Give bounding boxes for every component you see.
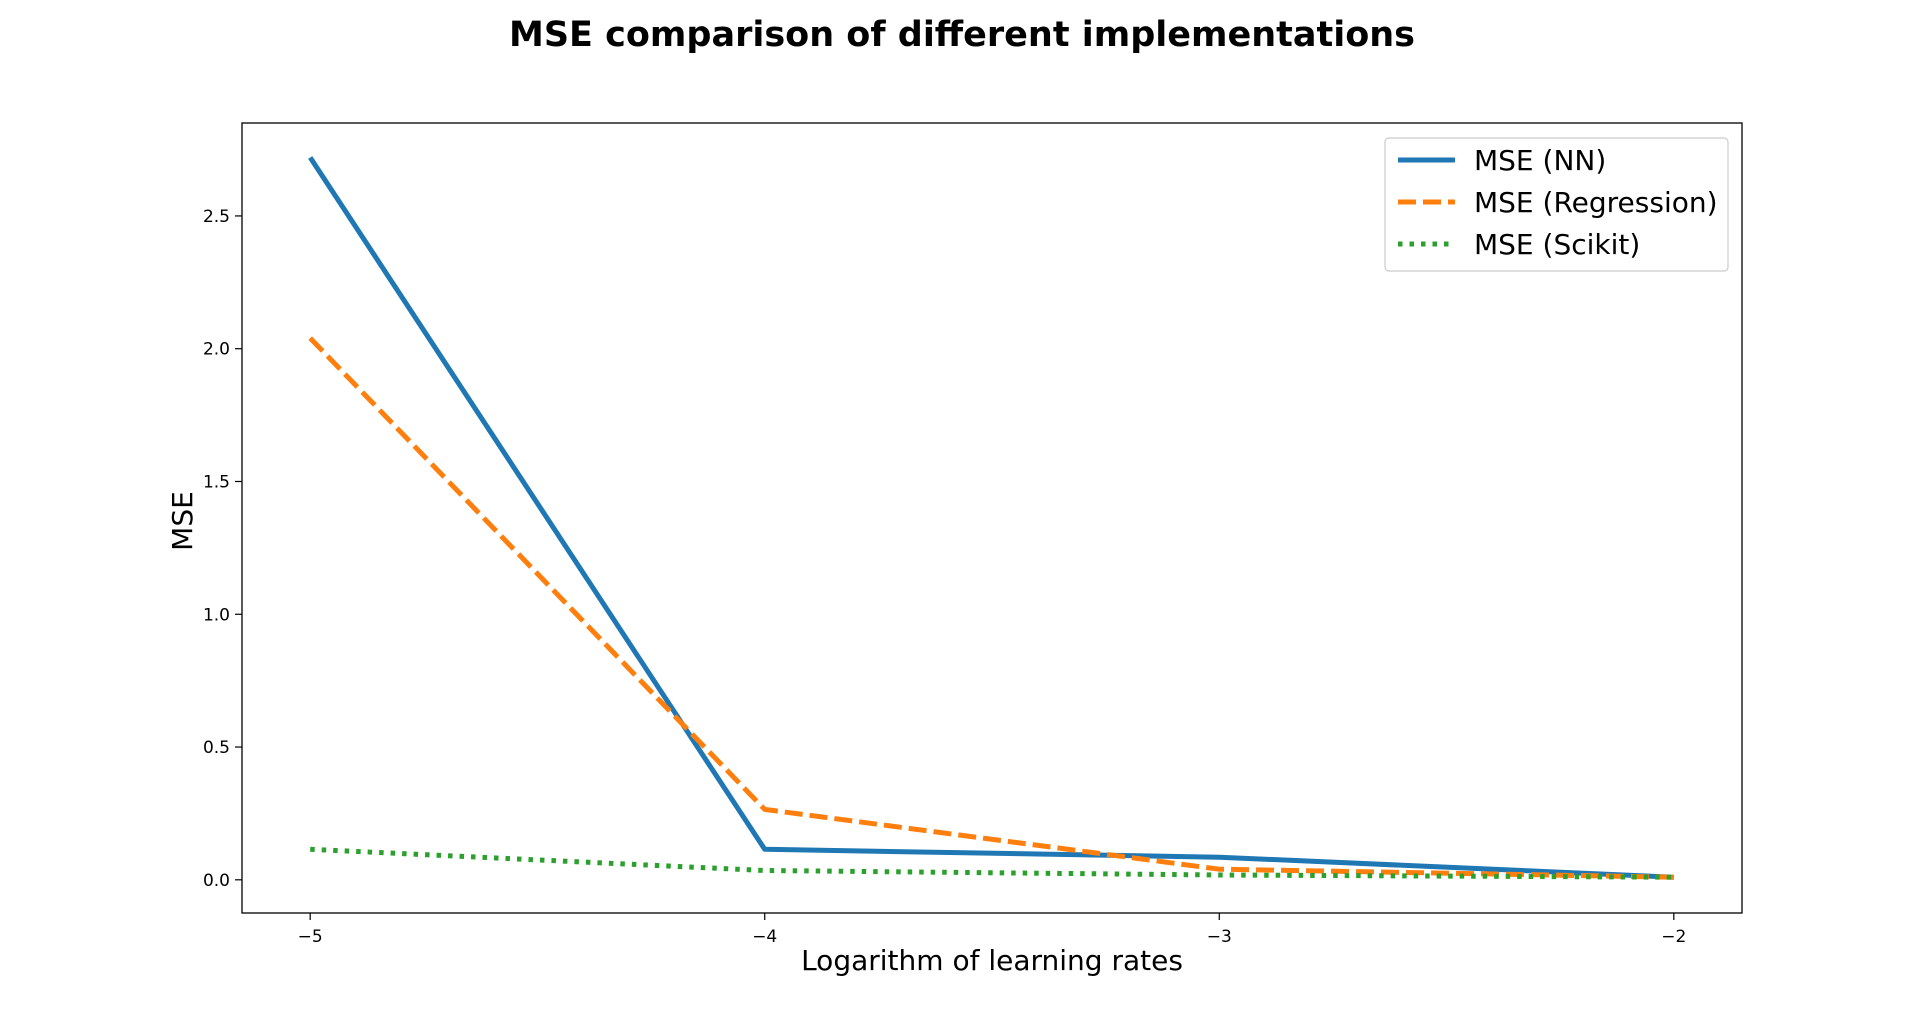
chart-title: MSE comparison of different implementati… bbox=[509, 15, 1415, 55]
legend-label-mse-nn: MSE (NN) bbox=[1474, 144, 1606, 177]
x-axis-ticks: −5 −4 −3 −2 bbox=[298, 913, 1686, 947]
legend-label-mse-regression: MSE (Regression) bbox=[1474, 186, 1718, 219]
legend-entries: MSE (NN) MSE (Regression) MSE (Scikit) bbox=[1398, 144, 1718, 261]
legend: MSE (NN) MSE (Regression) MSE (Scikit) bbox=[1384, 137, 1729, 272]
x-tick-label: −4 bbox=[752, 927, 777, 947]
series-lines bbox=[308, 156, 1674, 880]
y-axis-ticks: 0.0 0.5 1.0 1.5 2.0 2.5 bbox=[203, 207, 242, 891]
series-line-mse-regression bbox=[308, 336, 1674, 880]
legend-box bbox=[1384, 137, 1729, 272]
plot-area-frame bbox=[241, 122, 1743, 914]
y-axis-label: MSE bbox=[166, 491, 199, 551]
x-tick-label: −2 bbox=[1661, 927, 1686, 947]
y-tick-label: 0.5 bbox=[203, 738, 230, 758]
series-line-mse-scikit bbox=[310, 846, 1674, 880]
series-line-mse-nn bbox=[308, 156, 1674, 880]
x-axis-label: Logarithm of learning rates bbox=[801, 944, 1183, 977]
y-tick-label: 1.0 bbox=[203, 605, 230, 625]
y-tick-label: 0.0 bbox=[203, 871, 230, 891]
y-tick-label: 2.0 bbox=[203, 340, 230, 360]
x-tick-label: −5 bbox=[298, 927, 323, 947]
x-tick-label: −3 bbox=[1207, 927, 1232, 947]
y-tick-label: 2.5 bbox=[203, 207, 230, 227]
y-tick-label: 1.5 bbox=[203, 472, 230, 492]
legend-label-mse-scikit: MSE (Scikit) bbox=[1474, 228, 1640, 261]
